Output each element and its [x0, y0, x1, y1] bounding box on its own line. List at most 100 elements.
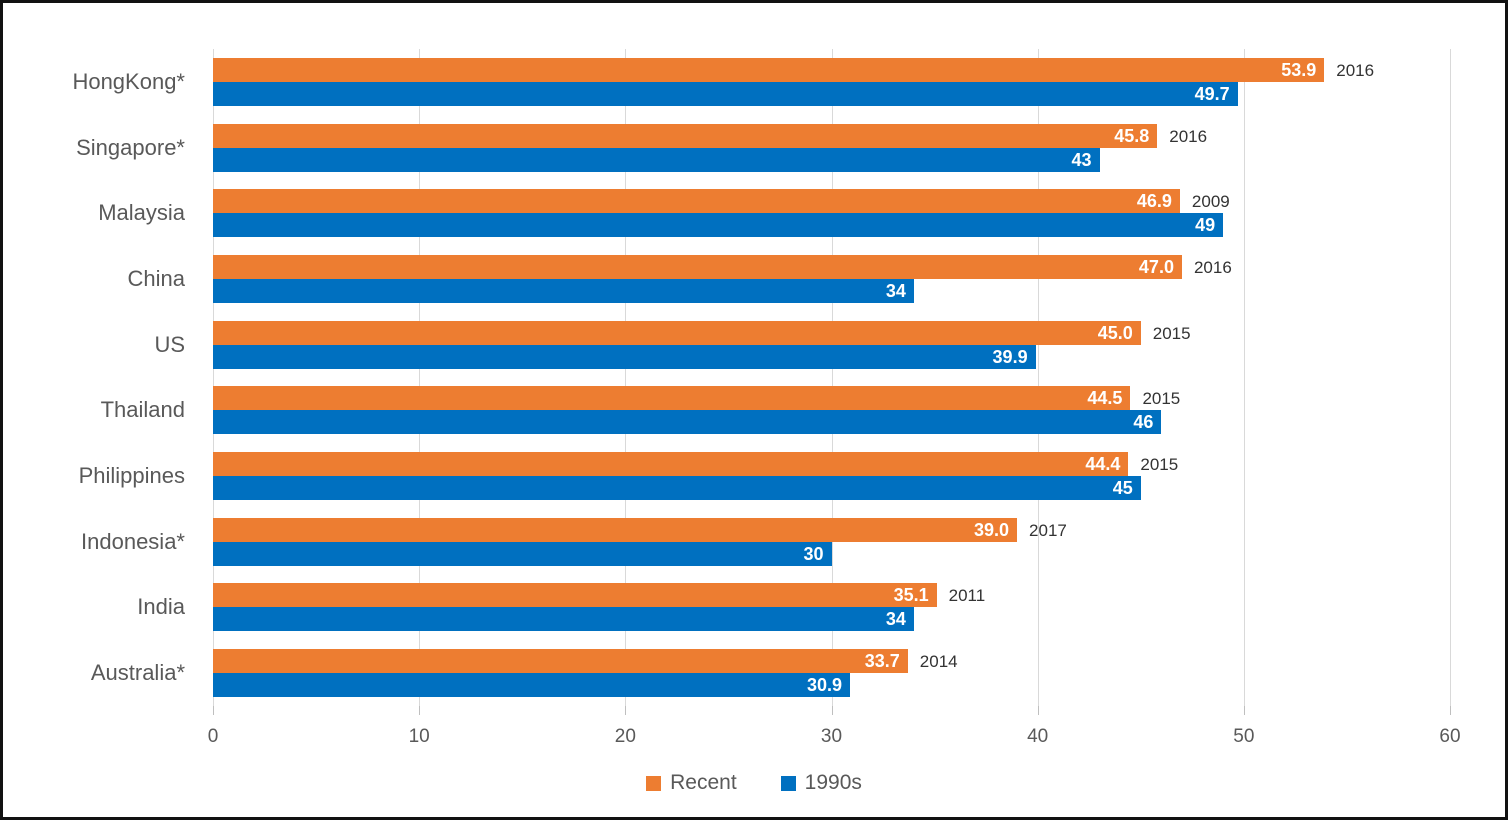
- bar-recent: 47.0 2016: [213, 254, 1450, 279]
- category-label: Singapore*: [76, 134, 185, 160]
- bar-group: 44.5 2015 46: [213, 378, 1450, 444]
- bar-1990s: 34: [213, 278, 1450, 303]
- x-tick-label: 20: [614, 726, 636, 747]
- x-tick-label: 40: [1027, 726, 1049, 747]
- category-label: India: [137, 594, 185, 620]
- bar-1990s: 34: [213, 607, 1450, 632]
- bar-recent: 45.8 2016: [213, 123, 1450, 148]
- bar-year-label: 2009: [1191, 192, 1230, 212]
- bar-group: 39.0 2017 30: [213, 509, 1450, 575]
- bar-1990s: 30.9: [213, 673, 1450, 698]
- bar-fill: 39.0 2017: [213, 517, 1067, 542]
- bar-1990s: 49.7: [213, 81, 1450, 106]
- bar-year-label: 2016: [1193, 257, 1232, 277]
- bar-value-label: 44.4: [1085, 454, 1121, 475]
- bar-1990s: 39.9: [213, 344, 1450, 369]
- bar-group: 53.9 2016 49.7: [213, 49, 1450, 115]
- bar-group: 47.0 2016 34: [213, 246, 1450, 312]
- legend: Recent 1990s: [3, 771, 1505, 795]
- bar-recent: 45.0 2015: [213, 320, 1450, 345]
- bar-fill: 44.5 2015: [213, 386, 1180, 411]
- bar-value-label: 49: [1195, 215, 1216, 236]
- bar-fill: 47.0 2016: [213, 254, 1232, 279]
- x-tick-label: 60: [1439, 726, 1461, 747]
- x-axis-labels: 0 10 20 30 40 50 60: [208, 726, 1461, 754]
- bar-group: 45.8 2016 43: [213, 115, 1450, 181]
- bar-fill: 45.8 2016: [213, 123, 1207, 148]
- category-label: Malaysia: [98, 200, 185, 226]
- gridline: [831, 49, 833, 706]
- bar-value-label: 30.9: [807, 675, 843, 696]
- x-tick-label: 30: [820, 726, 843, 747]
- bar-1990s: 45: [213, 476, 1450, 501]
- bar-fill: 46.9 2009: [213, 189, 1230, 214]
- category-labels: HongKong* Singapore* Malaysia China US Thaila…: [3, 49, 199, 706]
- bar-fill: 45.0 2015: [213, 320, 1191, 345]
- gridline: [1450, 49, 1451, 706]
- gridline: [1243, 49, 1245, 706]
- category-label: Philippines: [78, 463, 185, 489]
- bar-value-label: 30: [803, 543, 824, 564]
- bar-value-label: 45: [1112, 478, 1133, 499]
- x-tick-label: 50: [1233, 726, 1255, 747]
- x-axis-ticks: [213, 706, 1451, 715]
- legend-item-1990s: 1990s: [780, 771, 862, 795]
- bar-1990s: 43: [213, 147, 1450, 172]
- bar-fill: 30.9: [213, 673, 851, 698]
- legend-label: Recent: [670, 771, 737, 794]
- bar-group: 44.4 2015 45: [213, 443, 1450, 509]
- x-tick-label: 10: [408, 726, 430, 747]
- bar-fill: 45: [213, 476, 1141, 501]
- legend-item-recent: Recent: [646, 771, 737, 795]
- x-tick-label: 0: [207, 726, 219, 747]
- bar-fill: 46: [213, 410, 1162, 435]
- bar-fill: 43: [213, 147, 1100, 172]
- bar-group: 35.1 2011 34: [213, 575, 1450, 641]
- bar-group: 45.0 2015 39.9: [213, 312, 1450, 378]
- bar-value-label: 53.9: [1281, 59, 1317, 80]
- gridline: [213, 49, 214, 706]
- bar-fill: 53.9 2016: [213, 57, 1374, 82]
- bar-value-label: 39.0: [974, 519, 1010, 540]
- bar-fill: 39.9: [213, 344, 1036, 369]
- category-label: China: [127, 265, 185, 291]
- category-label: HongKong*: [72, 68, 185, 94]
- bar-fill: 34: [213, 278, 914, 303]
- x-tick-mark: [1037, 706, 1039, 715]
- bar-recent: 35.1 2011: [213, 583, 1450, 608]
- bar-year-label: 2015: [1152, 323, 1191, 343]
- bar-year-label: 2017: [1029, 520, 1067, 540]
- bar-fill: 49: [213, 213, 1224, 238]
- bar-year-label: 2014: [919, 652, 958, 672]
- bar-group: 33.7 2014 30.9: [213, 640, 1450, 706]
- bar-value-label: 44.5: [1087, 388, 1123, 409]
- bar-value-label: 39.9: [992, 346, 1028, 367]
- bar-year-label: 2011: [948, 586, 986, 606]
- gridline: [625, 49, 627, 706]
- bar-fill: 44.4 2015: [213, 452, 1178, 477]
- bar-value-label: 43: [1071, 149, 1092, 170]
- bar-value-label: 33.7: [864, 651, 900, 672]
- bar-recent: 46.9 2009: [213, 189, 1450, 214]
- category-label: US: [154, 331, 185, 357]
- bar-recent: 44.4 2015: [213, 452, 1450, 477]
- bar-1990s: 49: [213, 213, 1450, 238]
- bar-value-label: 45.8: [1114, 125, 1150, 146]
- x-tick-mark: [1450, 706, 1451, 715]
- bar-recent: 33.7 2014: [213, 649, 1450, 674]
- bar-value-label: 35.1: [893, 585, 929, 606]
- bar-1990s: 46: [213, 410, 1450, 435]
- gridline: [1037, 49, 1039, 706]
- bar-year-label: 2016: [1169, 126, 1208, 146]
- bar-value-label: 46.9: [1136, 191, 1172, 212]
- category-label: Indonesia*: [81, 528, 185, 554]
- legend-swatch-recent: [646, 775, 662, 791]
- bar-year-label: 2015: [1142, 389, 1181, 409]
- category-label: Australia*: [90, 660, 185, 686]
- bar-fill: 30: [213, 541, 832, 566]
- bar-value-label: 49.7: [1194, 83, 1230, 104]
- bar-value-label: 34: [885, 609, 906, 630]
- bar-fill: 33.7 2014: [213, 649, 958, 674]
- bar-group: 46.9 2009 49: [213, 180, 1450, 246]
